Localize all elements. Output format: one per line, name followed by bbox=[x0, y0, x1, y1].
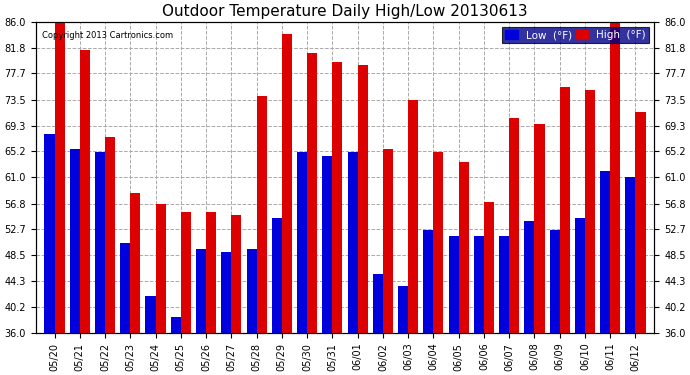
Bar bbox=[575, 218, 585, 333]
Bar bbox=[560, 87, 570, 333]
Bar bbox=[499, 237, 509, 333]
Bar bbox=[206, 211, 216, 333]
Bar bbox=[146, 296, 156, 333]
Bar bbox=[509, 118, 520, 333]
Bar bbox=[373, 274, 383, 333]
Bar bbox=[95, 153, 105, 333]
Bar bbox=[549, 230, 560, 333]
Bar bbox=[70, 149, 80, 333]
Bar bbox=[635, 112, 646, 333]
Bar bbox=[307, 53, 317, 333]
Bar bbox=[156, 204, 166, 333]
Bar bbox=[120, 243, 130, 333]
Bar bbox=[348, 153, 357, 333]
Bar bbox=[55, 22, 65, 333]
Bar bbox=[80, 50, 90, 333]
Bar bbox=[333, 62, 342, 333]
Bar bbox=[383, 149, 393, 333]
Bar bbox=[585, 90, 595, 333]
Bar bbox=[105, 137, 115, 333]
Bar bbox=[423, 230, 433, 333]
Bar bbox=[246, 249, 257, 333]
Bar bbox=[170, 317, 181, 333]
Bar bbox=[398, 286, 408, 333]
Bar bbox=[433, 153, 444, 333]
Bar bbox=[459, 162, 469, 333]
Bar bbox=[196, 249, 206, 333]
Title: Outdoor Temperature Daily High/Low 20130613: Outdoor Temperature Daily High/Low 20130… bbox=[162, 4, 528, 19]
Legend: Low  (°F), High  (°F): Low (°F), High (°F) bbox=[502, 27, 649, 43]
Bar bbox=[221, 252, 231, 333]
Bar bbox=[231, 215, 241, 333]
Bar bbox=[484, 202, 494, 333]
Bar bbox=[625, 177, 635, 333]
Bar bbox=[474, 237, 484, 333]
Bar bbox=[357, 65, 368, 333]
Bar bbox=[610, 22, 620, 333]
Bar bbox=[297, 153, 307, 333]
Bar bbox=[181, 211, 191, 333]
Bar bbox=[322, 156, 333, 333]
Bar bbox=[44, 134, 55, 333]
Bar bbox=[272, 218, 282, 333]
Bar bbox=[600, 171, 610, 333]
Bar bbox=[257, 96, 267, 333]
Bar bbox=[282, 34, 292, 333]
Bar bbox=[534, 124, 544, 333]
Bar bbox=[448, 237, 459, 333]
Bar bbox=[524, 221, 534, 333]
Bar bbox=[408, 99, 418, 333]
Bar bbox=[130, 193, 141, 333]
Text: Copyright 2013 Cartronics.com: Copyright 2013 Cartronics.com bbox=[42, 31, 173, 40]
